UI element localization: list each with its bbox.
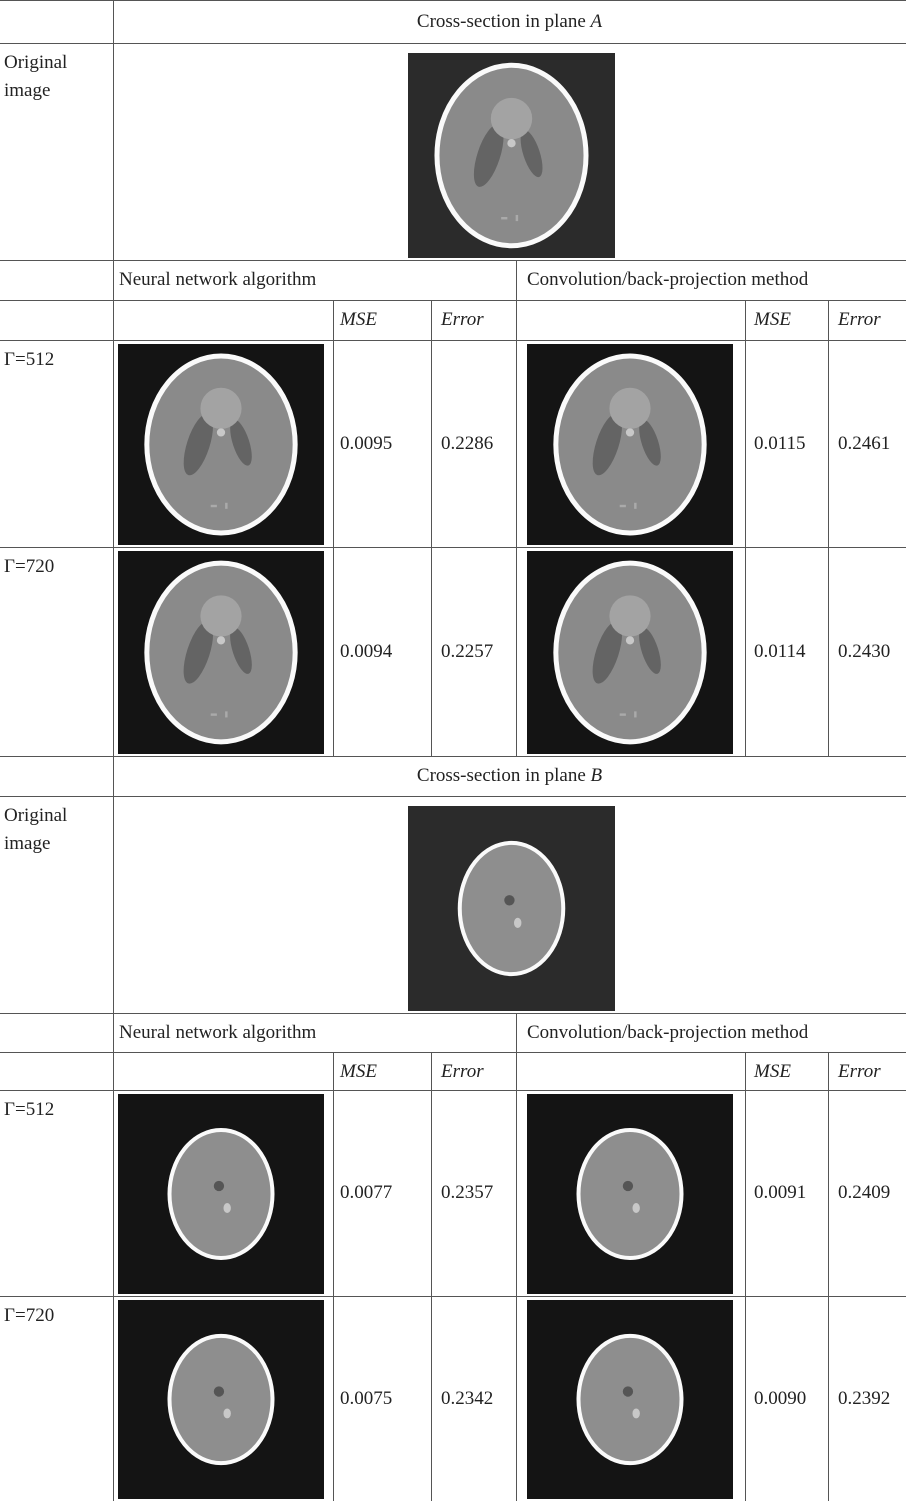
phantom-dot: [225, 711, 227, 717]
metric-value: 0.2286: [441, 430, 493, 458]
method-label: Neural network algorithm: [119, 1019, 316, 1047]
metric-value: 0.0091: [754, 1179, 806, 1207]
metric-value: 0.2392: [838, 1385, 890, 1413]
metric-value: 0.2430: [838, 638, 890, 666]
phantom-dot: [217, 428, 225, 436]
metric-value: 0.0095: [340, 430, 392, 458]
phantom-dot: [632, 1408, 639, 1418]
metric-header: Error: [838, 306, 881, 334]
phantom-dot: [504, 895, 514, 905]
table-grid: [0, 0, 906, 1501]
metric-value: 0.2409: [838, 1179, 890, 1207]
phantom-dot: [214, 1181, 224, 1191]
phantom-dot: [623, 1181, 633, 1191]
phantom-dot: [516, 215, 518, 221]
phantom-outer: [579, 1336, 682, 1463]
metric-header: Error: [441, 1058, 484, 1086]
phantom-dot: [223, 1408, 230, 1418]
phantom-dot: [214, 1386, 224, 1396]
phantom-dot: [514, 918, 521, 928]
phantom-dot: [623, 1386, 633, 1396]
table-page: Cross-section in plane A Original image Ne…: [0, 0, 906, 1501]
original-label: Original image: [4, 49, 104, 105]
phantom-outer: [170, 1336, 273, 1463]
metric-header: Error: [441, 306, 484, 334]
phantom-outer: [556, 563, 704, 742]
section-header: Cross-section in plane A: [113, 8, 906, 36]
metric-value: 0.2357: [441, 1179, 493, 1207]
metric-value: 0.0075: [340, 1385, 392, 1413]
phantom-outer: [147, 563, 295, 742]
phantom-dot: [634, 711, 636, 717]
phantom-region: [200, 595, 241, 636]
phantom-dot: [626, 428, 634, 436]
row-label: Γ=512: [4, 346, 54, 374]
metric-value: 0.2342: [441, 1385, 493, 1413]
metric-value: 0.0090: [754, 1385, 806, 1413]
metric-value: 0.2257: [441, 638, 493, 666]
phantom-region: [609, 595, 650, 636]
original-label: Original image: [4, 802, 104, 858]
phantom-dot: [632, 1203, 639, 1213]
metric-header: MSE: [754, 306, 791, 334]
metric-value: 0.0115: [754, 430, 806, 458]
phantom-dot: [507, 139, 515, 147]
phantom-dot: [620, 505, 626, 507]
metric-header: MSE: [340, 306, 377, 334]
section-header: Cross-section in plane B: [113, 762, 906, 790]
metric-value: 0.0094: [340, 638, 392, 666]
plane-letter: B: [591, 765, 603, 786]
row-label: Γ=720: [4, 553, 54, 581]
metric-header: Error: [838, 1058, 881, 1086]
method-label: Convolution/back-projection method: [527, 1019, 808, 1047]
phantom-dot: [223, 1203, 230, 1213]
metric-header: MSE: [340, 1058, 377, 1086]
phantom-dot: [211, 505, 217, 507]
phantom-region: [609, 388, 650, 429]
header-title: Cross-section in plane: [417, 11, 586, 32]
metric-header: MSE: [754, 1058, 791, 1086]
plane-letter: A: [591, 11, 603, 32]
phantom-outer: [556, 356, 704, 533]
phantom-region: [200, 388, 241, 429]
phantom-dot: [620, 713, 626, 715]
header-title: Cross-section in plane: [417, 765, 586, 786]
method-label: Convolution/back-projection method: [527, 266, 808, 294]
row-label: Γ=720: [4, 1302, 54, 1330]
metric-value: 0.0077: [340, 1179, 392, 1207]
phantom-outer: [147, 356, 295, 533]
metric-value: 0.2461: [838, 430, 890, 458]
phantom-dot: [626, 636, 634, 644]
phantom-dot: [211, 713, 217, 715]
phantom-dot: [634, 503, 636, 509]
phantom-region: [491, 98, 532, 139]
phantom-dot: [225, 503, 227, 509]
phantom-outer: [437, 65, 586, 245]
phantom-dot: [501, 217, 507, 219]
metric-value: 0.0114: [754, 638, 806, 666]
method-label: Neural network algorithm: [119, 266, 316, 294]
row-label: Γ=512: [4, 1096, 54, 1124]
phantom-outer: [170, 1130, 273, 1258]
phantom-outer: [460, 843, 564, 974]
phantom-dot: [217, 636, 225, 644]
phantom-outer: [579, 1130, 682, 1258]
